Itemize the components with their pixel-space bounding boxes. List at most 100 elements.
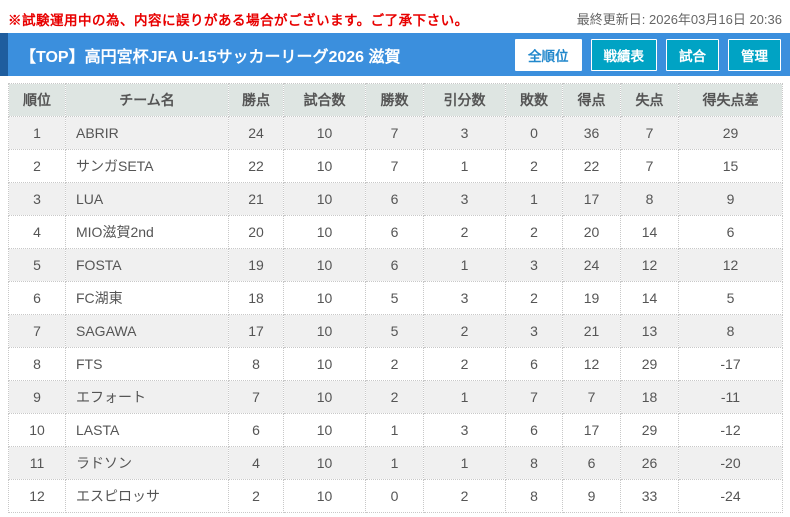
cell-goal-difference: 9 [678,182,783,216]
column-header-goals-against: 失点 [620,83,679,117]
cell-games-played: 10 [283,281,366,315]
cell-goals-against: 12 [620,248,679,282]
cell-goal-difference: 12 [678,248,783,282]
cell-team-name: エスピロッサ [65,479,229,513]
cell-losses: 0 [505,116,563,150]
cell-games-played: 10 [283,314,366,348]
cell-points: 24 [228,116,284,150]
matches-button[interactable]: 試合 [666,38,719,71]
column-header-draws: 引分数 [423,83,506,117]
cell-draws: 2 [423,479,506,513]
cell-points: 21 [228,182,284,216]
column-header-goals-for: 得点 [562,83,621,117]
cell-points: 22 [228,149,284,183]
cell-wins: 6 [365,248,424,282]
cell-points: 4 [228,446,284,480]
table-row: 7 SAGAWA 17 10 5 2 3 21 13 8 [8,314,783,348]
admin-button[interactable]: 管理 [728,38,781,71]
cell-team-name: ラドソン [65,446,229,480]
cell-rank: 8 [8,347,66,381]
cell-rank: 10 [8,413,66,447]
cell-wins: 2 [365,380,424,414]
cell-draws: 1 [423,248,506,282]
cell-wins: 0 [365,479,424,513]
cell-team-name: LUA [65,182,229,216]
top-bar: ※試験運用中の為、内容に誤りがある場合がございます。ご了承下さい。 最終更新日:… [0,0,790,33]
cell-wins: 1 [365,413,424,447]
column-header-points: 勝点 [228,83,284,117]
cell-goals-for: 17 [562,182,621,216]
cell-goals-against: 13 [620,314,679,348]
table-row: 2 サンガSETA 22 10 7 1 2 22 7 15 [8,149,783,183]
cell-points: 2 [228,479,284,513]
page-title: 【TOP】高円宮杯JFA U-15サッカーリーグ2026 滋賀 [20,48,401,66]
table-row: 5 FOSTA 19 10 6 1 3 24 12 12 [8,248,783,282]
last-updated-text: 最終更新日: 2026年03月16日 20:36 [576,12,782,27]
cell-goals-for: 12 [562,347,621,381]
table-row: 1 ABRIR 24 10 7 3 0 36 7 29 [8,116,783,150]
cell-losses: 7 [505,380,563,414]
cell-goal-difference: 8 [678,314,783,348]
cell-wins: 6 [365,215,424,249]
cell-rank: 5 [8,248,66,282]
column-header-games-played: 試合数 [283,83,366,117]
cell-draws: 3 [423,281,506,315]
cell-rank: 1 [8,116,66,150]
results-grid-button[interactable]: 戦績表 [590,38,657,71]
table-row: 10 LASTA 6 10 1 3 6 17 29 -12 [8,413,783,447]
cell-goals-against: 33 [620,479,679,513]
cell-games-played: 10 [283,446,366,480]
standings-body: 1 ABRIR 24 10 7 3 0 36 7 29 2 サンガSETA 22 10 7 1 2 22 7 15 3 L… [8,116,783,513]
cell-losses: 3 [505,314,563,348]
cell-losses: 2 [505,149,563,183]
cell-wins: 5 [365,314,424,348]
view-buttons: 全順位 戦績表 試合 管理 [515,38,790,71]
table-row: 4 MIO滋賀2nd 20 10 6 2 2 20 14 6 [8,215,783,249]
cell-games-played: 10 [283,347,366,381]
cell-goal-difference: 6 [678,215,783,249]
cell-points: 8 [228,347,284,381]
cell-goal-difference: 15 [678,149,783,183]
cell-goals-for: 36 [562,116,621,150]
cell-draws: 1 [423,380,506,414]
cell-games-played: 10 [283,116,366,150]
cell-goals-against: 14 [620,281,679,315]
cell-draws: 3 [423,116,506,150]
standings-header: 順位 チーム名 勝点 試合数 勝数 引分数 敗数 得点 失点 得失点差 [8,83,783,117]
column-header-wins: 勝数 [365,83,424,117]
cell-goals-against: 26 [620,446,679,480]
standings-table: 順位 チーム名 勝点 試合数 勝数 引分数 敗数 得点 失点 得失点差 1 ABRIR 24 10 7 3 0… [8,83,783,513]
cell-team-name: FTS [65,347,229,381]
cell-team-name: MIO滋賀2nd [65,215,229,249]
cell-points: 19 [228,248,284,282]
cell-games-played: 10 [283,479,366,513]
cell-rank: 6 [8,281,66,315]
table-row: 11 ラドソン 4 10 1 1 8 6 26 -20 [8,446,783,480]
cell-draws: 3 [423,413,506,447]
cell-rank: 9 [8,380,66,414]
cell-goal-difference: -11 [678,380,783,414]
cell-losses: 2 [505,215,563,249]
cell-losses: 3 [505,248,563,282]
cell-draws: 3 [423,182,506,216]
trial-warning-text: ※試験運用中の為、内容に誤りがある場合がございます。ご了承下さい。 [8,12,469,28]
cell-losses: 1 [505,182,563,216]
cell-goals-against: 7 [620,149,679,183]
cell-goals-for: 6 [562,446,621,480]
cell-goal-difference: -12 [678,413,783,447]
cell-team-name: FOSTA [65,248,229,282]
cell-games-played: 10 [283,413,366,447]
cell-goal-difference: -24 [678,479,783,513]
cell-team-name: FC湖東 [65,281,229,315]
cell-losses: 2 [505,281,563,315]
table-row: 6 FC湖東 18 10 5 3 2 19 14 5 [8,281,783,315]
cell-losses: 8 [505,446,563,480]
table-row: 12 エスピロッサ 2 10 0 2 8 9 33 -24 [8,479,783,513]
cell-goal-difference: -20 [678,446,783,480]
column-header-goal-difference: 得失点差 [678,83,783,117]
cell-rank: 2 [8,149,66,183]
cell-goals-against: 7 [620,116,679,150]
all-rankings-button[interactable]: 全順位 [515,38,582,71]
table-row: 9 エフォート 7 10 2 1 7 7 18 -11 [8,380,783,414]
cell-games-played: 10 [283,380,366,414]
